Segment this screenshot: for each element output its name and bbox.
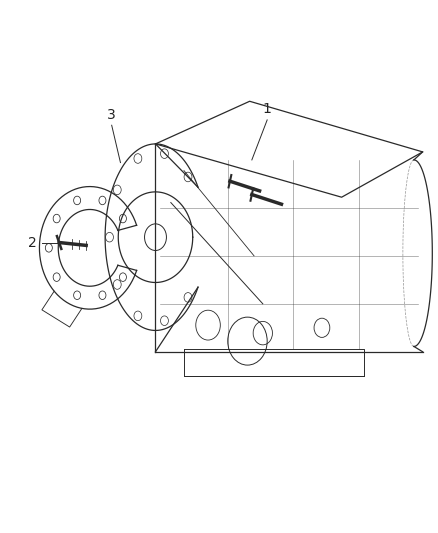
Text: 3: 3 — [107, 108, 116, 122]
Text: 1: 1 — [263, 102, 272, 116]
Text: 2: 2 — [28, 236, 37, 249]
